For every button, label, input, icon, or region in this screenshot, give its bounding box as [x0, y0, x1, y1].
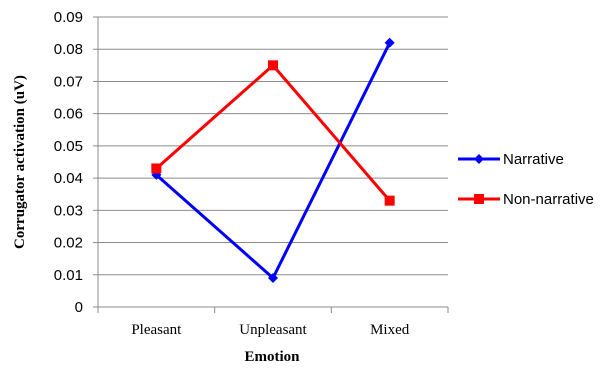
y-tick-label-0: 0 — [75, 299, 83, 316]
x-tick-labels: Pleasant Unpleasant Mixed — [131, 322, 409, 338]
legend-label-narrative: Narrative — [503, 151, 564, 168]
y-tick-label-6: 0.06 — [54, 106, 83, 123]
series — [151, 37, 395, 283]
data-point-non-narrative-pleasant — [151, 163, 162, 174]
y-tick-label-5: 0.05 — [54, 138, 83, 155]
y-tick-label-1: 0.01 — [54, 267, 83, 284]
y-tick-label-7: 0.07 — [54, 73, 83, 90]
data-point-narrative-mixed — [384, 37, 395, 48]
x-axis-title: Emotion — [244, 349, 300, 365]
axes — [93, 16, 449, 313]
legend-marker-narrative — [474, 154, 484, 164]
data-point-narrative-unpleasant — [268, 273, 278, 283]
series-non-narrative — [151, 60, 395, 206]
legend-item-non-narrative: Non-narrative — [458, 191, 594, 208]
data-point-non-narrative-unpleasant — [268, 60, 278, 71]
x-tick-label-unpleasant: Unpleasant — [239, 322, 307, 338]
y-axis-title: Corrugator activation (uV) — [12, 75, 28, 249]
data-point-non-narrative-mixed — [384, 195, 395, 206]
y-tick-labels: 0 0.01 0.02 0.03 0.04 0.05 0.06 0.07 0.08 0.09 — [54, 9, 83, 316]
y-tick-label-8: 0.08 — [54, 41, 83, 58]
series-narrative — [151, 37, 395, 283]
y-tick-label-3: 0.03 — [54, 202, 83, 219]
y-tick-label-4: 0.04 — [54, 170, 83, 187]
y-tick-label-2: 0.02 — [54, 235, 83, 252]
series-line-non-narrative — [155, 63, 391, 202]
x-tick-label-pleasant: Pleasant — [131, 322, 182, 338]
gridlines — [98, 16, 448, 276]
legend: Narrative Non-narrative — [458, 151, 594, 208]
legend-label-non-narrative: Non-narrative — [503, 191, 594, 208]
legend-marker-non-narrative — [474, 194, 484, 204]
legend-item-narrative: Narrative — [458, 151, 564, 168]
y-tick-label-9: 0.09 — [54, 9, 83, 26]
x-tick-label-mixed: Mixed — [370, 322, 410, 338]
